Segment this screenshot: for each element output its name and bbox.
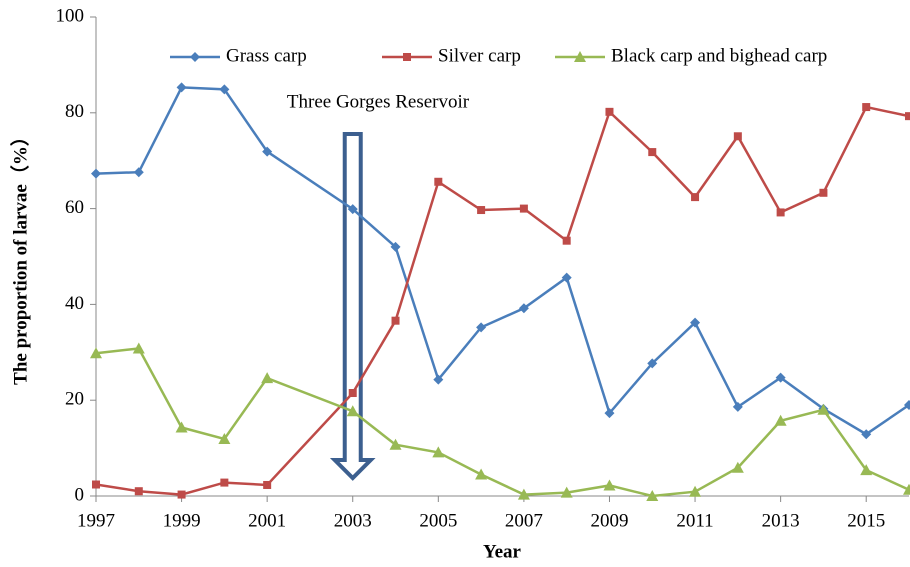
- data-point: [90, 347, 102, 359]
- data-point: [560, 486, 573, 498]
- data-point: [860, 464, 873, 476]
- data-point: [562, 236, 571, 245]
- x-tick-label: 2003: [334, 510, 372, 531]
- y-tick-label: 100: [56, 5, 85, 26]
- legend-marker: [403, 53, 411, 61]
- data-point: [819, 188, 828, 197]
- data-point: [903, 483, 910, 495]
- x-tick-label: 1997: [77, 510, 115, 531]
- data-point: [433, 374, 444, 385]
- x-tick-label: 2011: [676, 510, 713, 531]
- series-line: [95, 347, 910, 498]
- data-point: [390, 241, 401, 252]
- legend-label: Silver carp: [438, 45, 521, 66]
- data-point: [389, 438, 402, 450]
- data-point: [603, 479, 616, 491]
- data-point: [689, 485, 702, 497]
- legend-marker: [574, 51, 586, 62]
- series-line: [95, 86, 910, 436]
- data-point: [732, 401, 743, 412]
- data-point: [731, 461, 744, 473]
- data-point: [691, 193, 700, 202]
- legend-label: Grass carp: [226, 45, 307, 66]
- data-point: [733, 132, 742, 141]
- data-point: [218, 432, 231, 444]
- data-point: [347, 204, 358, 215]
- data-point: [434, 177, 443, 186]
- x-tick-label: 2001: [248, 510, 286, 531]
- data-point: [177, 490, 186, 499]
- data-point: [774, 414, 787, 426]
- annotation-arrow: [329, 132, 376, 481]
- data-point: [775, 372, 786, 383]
- data-point: [92, 480, 100, 489]
- y-tick-label: 40: [65, 293, 84, 314]
- data-point: [475, 468, 488, 480]
- data-point: [133, 167, 144, 178]
- data-point: [132, 342, 145, 354]
- data-point: [690, 317, 701, 328]
- data-point: [905, 112, 910, 121]
- data-point: [263, 480, 272, 489]
- data-point: [175, 421, 188, 433]
- data-point: [648, 148, 657, 157]
- data-point: [261, 372, 274, 384]
- y-tick-label: 60: [65, 197, 84, 218]
- data-point: [604, 408, 615, 419]
- x-tick-label: 2015: [847, 510, 885, 531]
- data-point: [219, 84, 230, 95]
- data-point: [646, 490, 659, 501]
- annotation: Three Gorges Reservoir: [287, 91, 470, 112]
- x-tick-label: 1999: [163, 510, 201, 531]
- data-point: [91, 168, 101, 179]
- data-point: [432, 446, 445, 458]
- y-axis-title: The proportion of larvae（%）: [8, 127, 31, 385]
- data-point: [861, 429, 872, 440]
- data-point: [346, 405, 359, 417]
- data-point: [817, 403, 830, 415]
- x-tick-label: 2005: [419, 510, 457, 531]
- legend-marker: [190, 52, 200, 62]
- x-axis-title: Year: [483, 541, 522, 562]
- data-point: [176, 82, 187, 93]
- y-tick-label: 20: [65, 389, 84, 410]
- data-point: [518, 303, 529, 314]
- x-tick-label: 2009: [590, 510, 628, 531]
- data-point: [477, 206, 486, 215]
- data-point: [605, 107, 614, 116]
- data-point: [517, 488, 530, 500]
- data-point: [862, 103, 871, 112]
- x-tick-label: 2013: [762, 510, 800, 531]
- data-point: [561, 272, 572, 283]
- data-point: [348, 389, 357, 398]
- x-tick-label: 2007: [505, 510, 543, 531]
- data-point: [220, 478, 229, 487]
- data-point: [904, 399, 910, 410]
- data-point: [476, 322, 487, 333]
- legend-label: Black carp and bighead carp: [611, 45, 827, 66]
- data-point: [391, 316, 400, 325]
- data-point: [134, 487, 143, 496]
- data-point: [519, 204, 528, 213]
- data-point: [776, 208, 785, 217]
- y-tick-label: 80: [65, 101, 84, 122]
- y-tick-label: 0: [75, 484, 85, 505]
- data-point: [262, 146, 273, 157]
- data-point: [647, 358, 658, 369]
